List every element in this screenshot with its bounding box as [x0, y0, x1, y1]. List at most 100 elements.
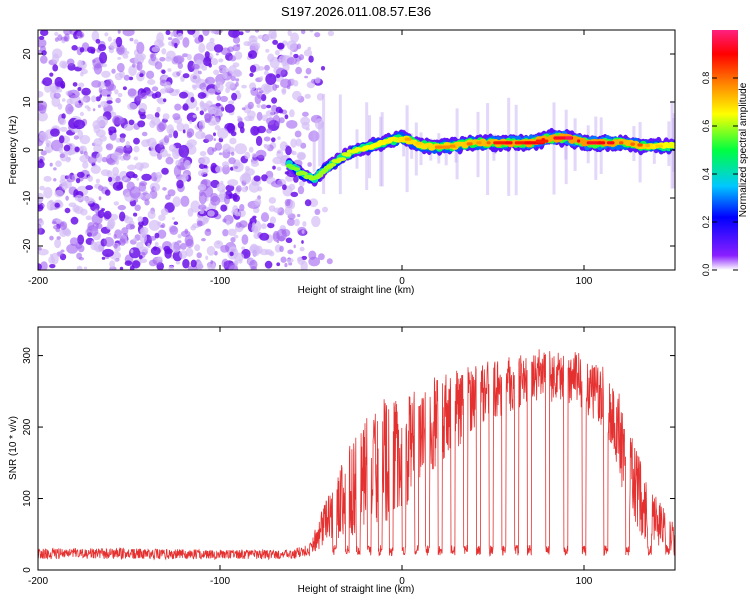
- noise-speckle: [252, 222, 256, 227]
- noise-speckle: [261, 114, 268, 122]
- ridge-core: [455, 143, 460, 147]
- noise-speckle: [163, 81, 172, 90]
- noise-speckle: [251, 161, 259, 167]
- noise-speckle: [216, 182, 226, 193]
- noise-speckle: [147, 242, 151, 249]
- spectrogram-y-label: Frequency (Hz): [8, 116, 19, 185]
- noise-speckle: [124, 260, 133, 267]
- noise-speckle: [140, 92, 148, 100]
- noise-speckle: [136, 41, 145, 54]
- noise-speckle: [196, 220, 203, 227]
- noise-speckle: [204, 134, 214, 142]
- noise-speckle: [55, 160, 62, 167]
- noise-speckle: [275, 84, 280, 89]
- y-tick-label: 0: [22, 147, 33, 153]
- noise-speckle: [63, 30, 72, 36]
- ridge-inner: [670, 144, 675, 149]
- noise-speckle: [38, 35, 45, 40]
- noise-speckle: [257, 87, 262, 91]
- noise-speckle: [59, 60, 68, 69]
- noise-speckle: [286, 218, 296, 227]
- noise-speckle: [73, 119, 86, 130]
- y-tick-label: -20: [22, 238, 33, 253]
- noise-speckle: [117, 204, 127, 211]
- noise-speckle: [285, 146, 292, 156]
- noise-speckle: [183, 123, 190, 130]
- noise-speckle: [300, 142, 307, 149]
- noise-speckle: [244, 151, 251, 160]
- noise-speckle: [38, 195, 43, 205]
- ridge-core: [449, 144, 458, 148]
- noise-speckle: [167, 68, 172, 72]
- noise-speckle: [174, 42, 178, 49]
- noise-speckle: [111, 151, 122, 161]
- noise-speckle: [230, 237, 236, 243]
- noise-speckle: [137, 120, 146, 128]
- noise-speckle: [86, 225, 99, 237]
- noise-speckle: [158, 214, 166, 221]
- noise-speckle: [213, 44, 224, 53]
- ridge-core: [535, 139, 549, 143]
- noise-speckle: [276, 262, 281, 267]
- noise-speckle: [99, 94, 102, 98]
- noise-speckle: [185, 247, 194, 257]
- noise-speckle: [220, 95, 228, 103]
- noise-speckle: [272, 39, 278, 45]
- noise-speckle: [63, 36, 69, 42]
- noise-speckle: [137, 216, 144, 223]
- noise-speckle: [92, 108, 96, 112]
- noise-speckle: [53, 167, 57, 171]
- noise-speckle: [256, 66, 265, 71]
- noise-speckle: [198, 125, 204, 130]
- noise-speckle: [117, 92, 123, 98]
- noise-speckle: [125, 140, 131, 149]
- noise-speckle: [128, 119, 135, 126]
- noise-speckle: [318, 253, 325, 261]
- noise-speckle: [53, 178, 57, 182]
- noise-speckle: [98, 185, 104, 192]
- noise-speckle: [308, 198, 319, 208]
- noise-speckle: [281, 60, 289, 67]
- x-tick-label: 0: [399, 576, 405, 587]
- spectrogram-noise-layer: [38, 30, 675, 270]
- noise-speckle: [267, 222, 275, 229]
- noise-speckle: [275, 73, 281, 79]
- noise-speckle: [125, 146, 132, 151]
- noise-speckle: [213, 132, 216, 137]
- noise-speckle: [255, 135, 263, 147]
- noise-speckle: [45, 149, 51, 154]
- noise-speckle: [129, 37, 134, 42]
- noise-speckle: [211, 58, 219, 66]
- noise-speckle: [154, 61, 163, 70]
- noise-speckle: [311, 215, 321, 228]
- ridge-core: [493, 141, 510, 145]
- noise-speckle: [66, 243, 79, 254]
- noise-speckle: [106, 157, 115, 164]
- noise-speckle: [38, 263, 42, 270]
- noise-speckle: [58, 118, 67, 126]
- noise-speckle: [234, 143, 247, 155]
- noise-speckle: [79, 154, 90, 163]
- noise-speckle: [104, 32, 109, 37]
- noise-speckle: [286, 57, 298, 65]
- noise-speckle: [56, 88, 63, 93]
- noise-speckle: [75, 244, 83, 249]
- ridge-core: [606, 141, 615, 145]
- noise-speckle: [64, 207, 71, 214]
- noise-speckle: [80, 97, 87, 103]
- noise-speckle: [232, 36, 241, 44]
- noise-speckle: [281, 229, 291, 237]
- noise-speckle: [54, 31, 59, 36]
- noise-speckle: [76, 252, 82, 260]
- noise-speckle: [272, 165, 276, 170]
- noise-speckle: [168, 144, 176, 152]
- noise-speckle: [199, 100, 205, 107]
- noise-speckle: [87, 46, 96, 54]
- noise-speckle: [76, 171, 85, 178]
- noise-speckle: [290, 48, 294, 52]
- noise-speckle: [45, 140, 52, 146]
- noise-speckle: [119, 266, 124, 270]
- noise-speckle: [183, 159, 191, 170]
- noise-speckle: [265, 249, 273, 256]
- noise-speckle: [189, 73, 201, 83]
